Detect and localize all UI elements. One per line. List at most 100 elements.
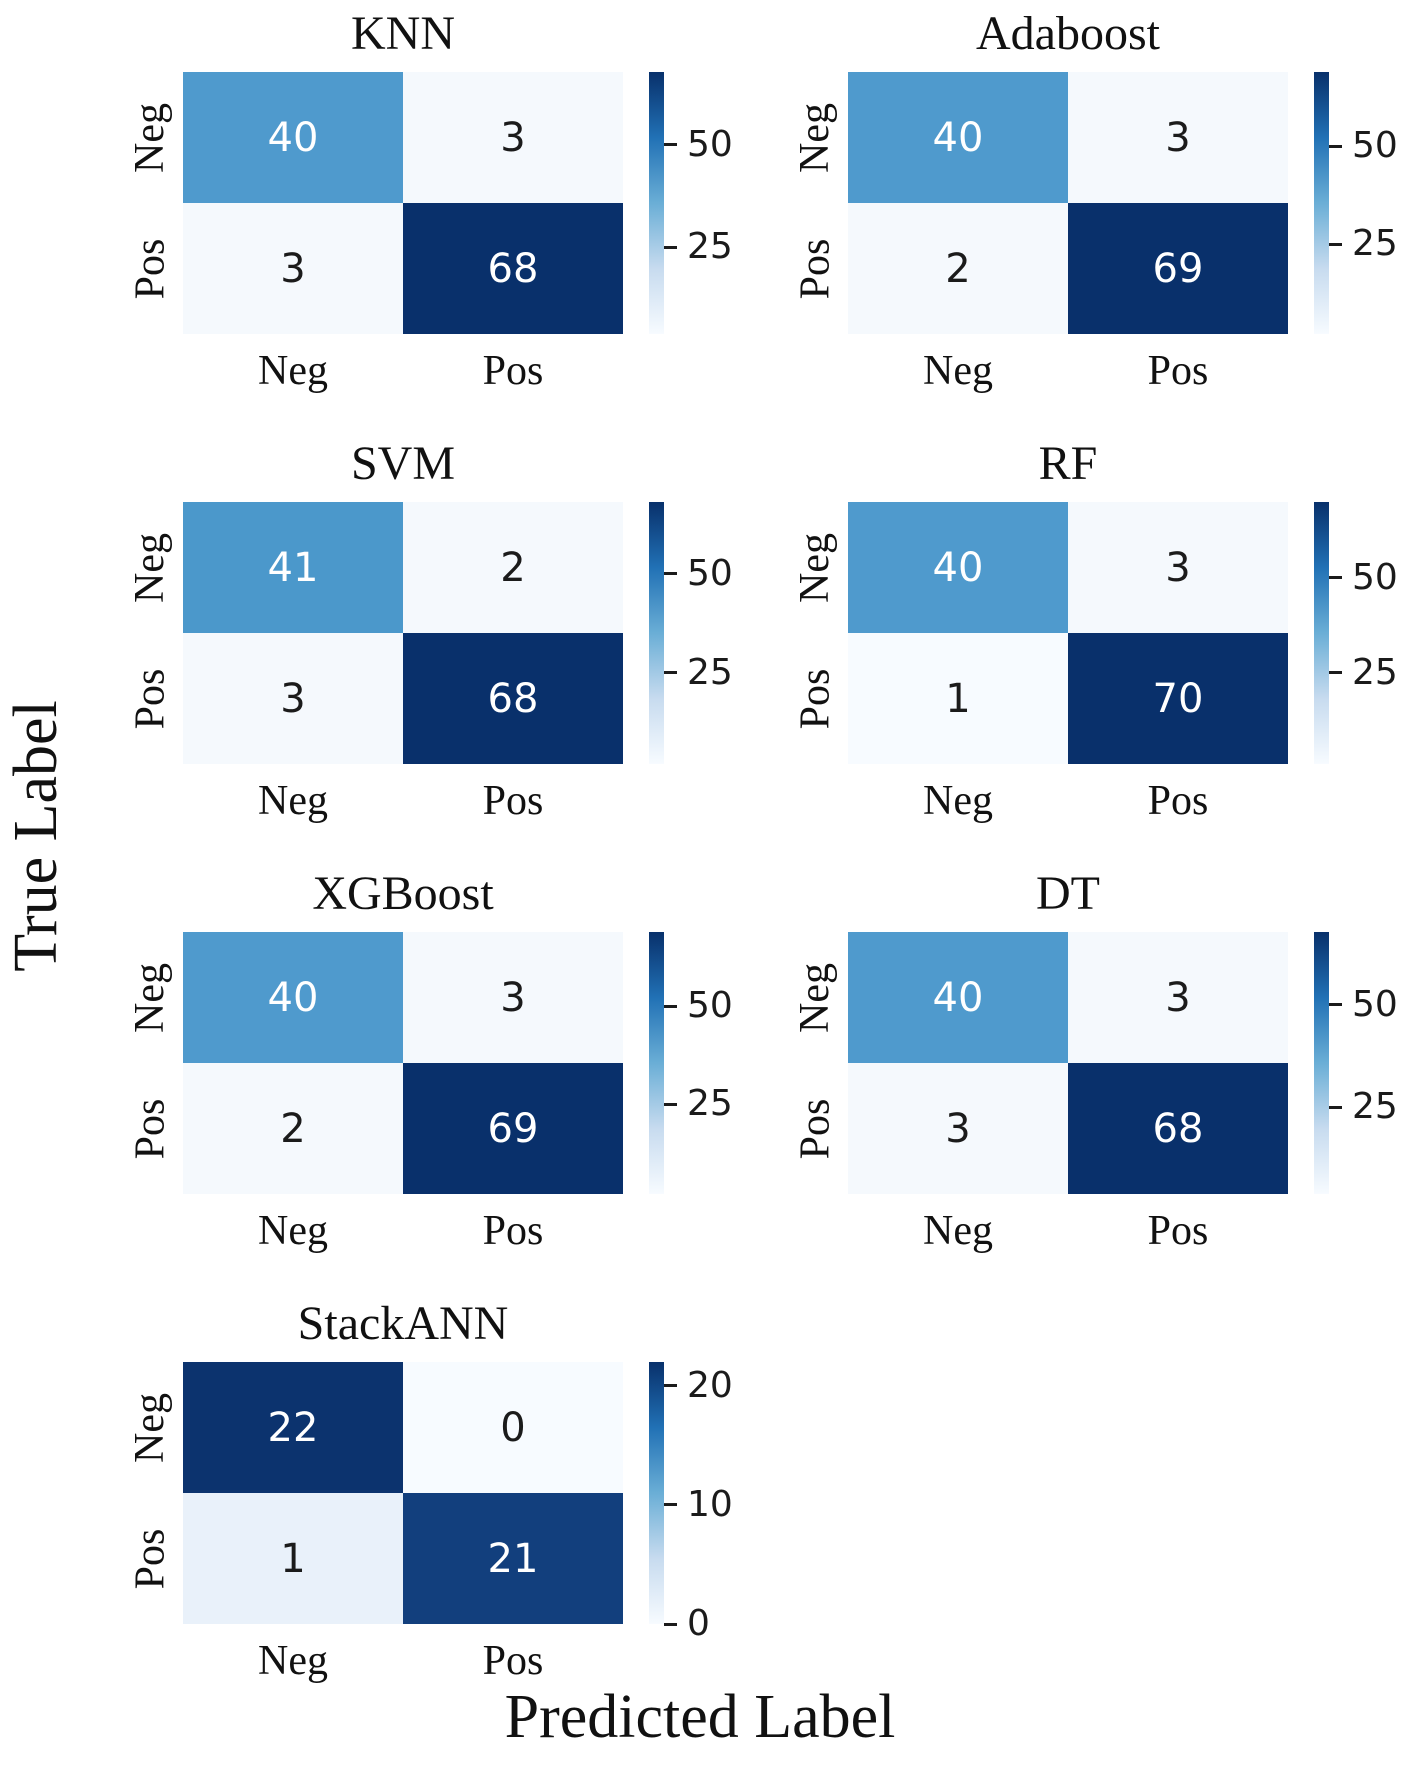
panel-title-adaboost: Adaboost [976, 7, 1160, 60]
matrix-cell: 40 [183, 72, 403, 203]
row-label: Pos [790, 633, 840, 764]
matrix-cell: 3 [183, 203, 403, 334]
col-label: Pos [1147, 348, 1209, 394]
matrix-cell: 22 [183, 1362, 403, 1493]
colorbar-tick [1329, 1003, 1342, 1007]
panel-title-svm: SVM [350, 437, 456, 490]
cell-value: 68 [1152, 1105, 1204, 1152]
row-label-text: Pos [792, 1098, 839, 1159]
matrix-cell: 2 [403, 502, 623, 633]
colorbar-tick-label: 50 [687, 552, 733, 594]
row-label: Pos [125, 203, 175, 334]
colorbar-rf [1314, 502, 1329, 764]
colorbar-tick-label: 25 [687, 651, 733, 693]
colorbar-dt [1314, 932, 1329, 1194]
matrix-cell: 21 [403, 1493, 623, 1624]
matrix-cell: 3 [1068, 932, 1288, 1063]
colorbar-xgboost [649, 932, 664, 1194]
cell-value: 40 [267, 974, 319, 1021]
col-label: Neg [258, 778, 328, 824]
row-label: Pos [125, 1063, 175, 1194]
colorbar-tick-label: 10 [687, 1483, 733, 1525]
col-label: Pos [1147, 1208, 1209, 1254]
col-label: Neg [923, 348, 993, 394]
cell-value: 40 [267, 114, 319, 161]
matrix-cell: 40 [848, 72, 1068, 203]
row-label: Pos [790, 203, 840, 334]
row-label-text: Pos [792, 668, 839, 729]
cell-value: 40 [932, 114, 984, 161]
colorbar-tick-label: 25 [1352, 651, 1398, 693]
matrix-cell: 3 [1068, 72, 1288, 203]
cell-value: 1 [945, 675, 971, 722]
matrix-cell: 2 [848, 203, 1068, 334]
row-label-text: Neg [792, 962, 839, 1033]
panel-title-xgboost: XGBoost [312, 867, 494, 920]
panel-title-dt: DT [1036, 867, 1100, 920]
colorbar-adaboost [1314, 72, 1329, 334]
row-label-text: Neg [792, 532, 839, 603]
row-label: Pos [125, 633, 175, 764]
panel-title-knn: KNN [351, 7, 455, 60]
colorbar-tick-label: 25 [687, 1083, 733, 1125]
matrix-cell: 2 [183, 1063, 403, 1194]
cell-value: 3 [1165, 114, 1191, 161]
col-label: Neg [923, 778, 993, 824]
row-label-text: Pos [127, 668, 174, 729]
cell-value: 40 [932, 544, 984, 591]
cell-value: 40 [932, 974, 984, 1021]
matrix-cell: 40 [848, 932, 1068, 1063]
colorbar-tick-label: 25 [1352, 1086, 1398, 1128]
cell-value: 2 [280, 1105, 306, 1152]
row-label-text: Pos [127, 1528, 174, 1589]
row-label-text: Neg [792, 102, 839, 173]
row-label: Neg [125, 1362, 175, 1493]
matrix-cell: 0 [403, 1362, 623, 1493]
matrix-cell: 3 [183, 633, 403, 764]
matrix-cell: 3 [403, 72, 623, 203]
cell-value: 3 [500, 114, 526, 161]
row-label: Pos [790, 1063, 840, 1194]
col-label: Neg [923, 1208, 993, 1254]
colorbar-tick [664, 143, 677, 147]
colorbar-tick [664, 1503, 677, 1507]
row-label: Neg [790, 72, 840, 203]
colorbar-tick-label: 50 [687, 985, 733, 1027]
cell-value: 2 [500, 544, 526, 591]
matrix-stackann: 22 0 1 21 [183, 1362, 623, 1624]
colorbar-knn [649, 72, 664, 334]
colorbar-tick-label: 25 [687, 226, 733, 268]
cell-value: 2 [945, 245, 971, 292]
matrix-cell: 1 [183, 1493, 403, 1624]
matrix-cell: 1 [848, 633, 1068, 764]
cell-value: 0 [500, 1404, 526, 1451]
col-label: Neg [258, 1208, 328, 1254]
col-label: Pos [482, 1638, 544, 1684]
col-label: Neg [258, 348, 328, 394]
matrix-cell: 68 [403, 633, 623, 764]
cell-value: 3 [1165, 974, 1191, 1021]
col-label: Pos [482, 778, 544, 824]
row-label-text: Neg [127, 532, 174, 603]
matrix-cell: 3 [848, 1063, 1068, 1194]
matrix-knn: 40 3 3 68 [183, 72, 623, 334]
cell-value: 3 [500, 974, 526, 1021]
matrix-cell: 69 [403, 1063, 623, 1194]
cell-value: 69 [487, 1105, 539, 1152]
matrix-cell: 3 [403, 932, 623, 1063]
colorbar-tick [664, 1102, 677, 1106]
cell-value: 22 [267, 1404, 319, 1451]
colorbar-stackann [649, 1362, 664, 1624]
row-label-text: Neg [127, 1392, 174, 1463]
cell-value: 21 [487, 1535, 539, 1582]
cell-value: 68 [487, 675, 539, 722]
row-label-text: Neg [127, 962, 174, 1033]
colorbar-tick-label: 50 [1352, 125, 1398, 167]
colorbar-tick [664, 1622, 677, 1626]
matrix-dt: 40 3 3 68 [848, 932, 1288, 1194]
colorbar-tick [1329, 576, 1342, 580]
col-label: Pos [482, 1208, 544, 1254]
row-label: Neg [125, 72, 175, 203]
cell-value: 70 [1152, 675, 1204, 722]
matrix-xgboost: 40 3 2 69 [183, 932, 623, 1194]
